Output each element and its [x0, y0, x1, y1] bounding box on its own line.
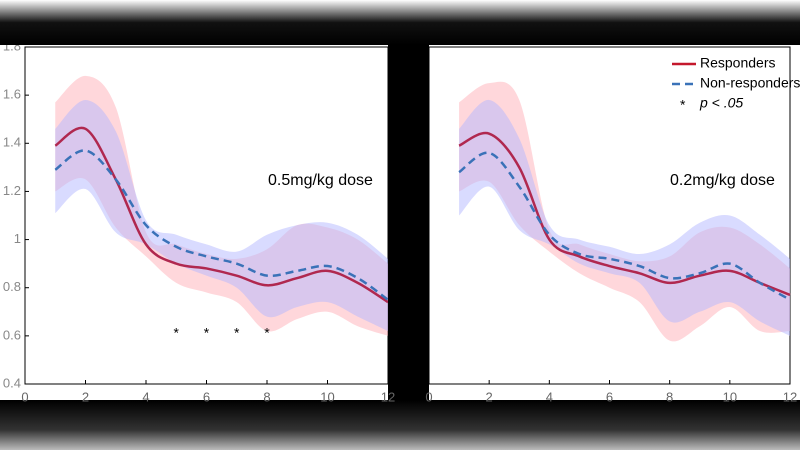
x-tick-label: 4 [142, 389, 149, 404]
x-tick-label: 12 [783, 389, 797, 404]
chart-right: 0.2mg/kg dose Responders Non-responders * p … [429, 46, 800, 385]
legend-label: Non-responders [700, 75, 800, 91]
x-axis-labels: 0 2 4 6 8 10 12 0 2 4 6 8 10 12 [21, 389, 797, 404]
y-tick-label: 1.8 [3, 38, 21, 53]
y-tick-label: 0.4 [3, 375, 21, 390]
top-blur [0, 0, 800, 45]
series-line [458, 151, 791, 301]
significance-marker: * [174, 325, 180, 341]
chart-left: 0.4 0.6 0.8 1 1.2 1.4 1.6 1.8 0.5mg/kg dose * * * * [3, 38, 388, 390]
series-line [458, 131, 791, 297]
series-line [54, 126, 388, 304]
x-tick-label: 10 [320, 389, 334, 404]
bottom-blur [0, 400, 800, 450]
y-tick-label: 0.8 [3, 279, 21, 294]
x-tick-label: 6 [606, 389, 613, 404]
legend-note-symbol: * [680, 97, 686, 113]
x-tick-label: 6 [203, 389, 210, 404]
x-tick-label: 12 [381, 389, 395, 404]
panel-left [0, 45, 388, 400]
x-tick-label: 0 [425, 389, 432, 404]
x-tick-label: 4 [546, 389, 553, 404]
y-tick-label: 1.2 [3, 183, 21, 198]
annotation: 0.5mg/kg dose [268, 172, 373, 189]
significance-marker: * [234, 325, 240, 341]
x-tick-label: 10 [723, 389, 737, 404]
x-tick-label: 8 [263, 389, 270, 404]
y-tick-label: 1 [14, 231, 21, 246]
annotation: 0.2mg/kg dose [670, 172, 775, 189]
y-tick-label: 0.6 [3, 327, 21, 342]
x-tick-label: 0 [21, 389, 28, 404]
x-tick-label: 2 [486, 389, 493, 404]
series-line [54, 149, 388, 301]
confidence-band [55, 99, 388, 332]
x-tick-label: 2 [82, 389, 89, 404]
y-tick-label: 1.6 [3, 87, 21, 102]
legend-note: p < .05 [699, 95, 743, 111]
significance-marker: * [264, 325, 270, 341]
legend-label: Responders [700, 55, 776, 71]
x-tick-label: 8 [666, 389, 673, 404]
y-tick-label: 1.4 [3, 135, 21, 150]
confidence-band [459, 99, 790, 336]
significance-marker: * [204, 325, 210, 341]
